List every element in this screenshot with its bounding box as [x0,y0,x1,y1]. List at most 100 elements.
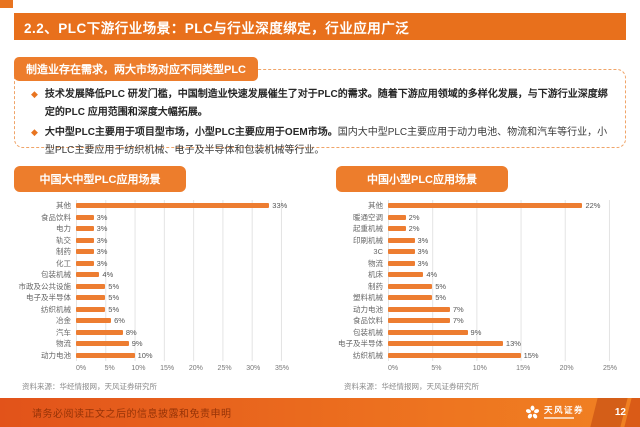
bar [388,237,415,243]
x-tick-label: 25% [602,365,618,372]
bar-track: 3% [76,211,282,223]
category-label: 动力电池 [41,350,71,360]
x-tick-label: 10% [472,365,487,372]
chart-bar-row: 物流 3% [336,257,610,269]
bullet-item: ◆ 技术发展降低PLC 研发门槛，中国制造业快速发展催生了对于PLC的需求。随着… [27,86,611,122]
category-label: 纺织机械 [353,350,383,360]
category-label: 物流 [56,339,71,349]
chart-bar-row: 市政及公共设施 5% [14,280,282,292]
category-label: 印刷机械 [353,235,383,245]
value-label: 4% [102,270,114,280]
brand-logo: 天风证券 [525,405,584,420]
chart-bar-row: 轨交 3% [14,234,282,246]
chart-title-tag: 中国大中型PLC应用场景 [14,166,186,192]
category-label: 食品饮料 [41,212,71,222]
value-label: 7% [452,316,464,326]
bar [388,341,503,347]
chart-bar-row: 动力电池 10% [14,349,282,361]
bar-track: 3% [76,234,282,246]
bar [388,329,468,335]
bar [388,249,415,255]
value-label: 2% [408,212,420,222]
category-label: 制药 [56,247,71,257]
x-tick-label: 25% [217,365,232,372]
section-tag-label: 制造业存在需求，两大市场对应不同类型PLC [26,64,246,76]
bar [388,214,406,220]
chart-bar-row: 食品饮料 3% [14,211,282,223]
category-label: 冶金 [56,316,71,326]
bar [76,237,94,243]
bullet-text: 大中型PLC主要用于项目型市场，小型PLC主要应用于OEM市场。国内大中型PLC… [45,124,611,160]
bar [76,352,135,358]
chart-bar-row: 包装机械 4% [14,269,282,281]
bar-track: 5% [76,303,282,315]
chart-large-medium-plc: 中国大中型PLC应用场景 其他 33% 食品饮料 3% 电力 3% 轨交 3% 制药 3% 化工 3%… [14,166,289,392]
chart-bar-row: 塑料机械 5% [336,292,610,304]
category-label: 起重机械 [353,224,383,234]
bullet-item: ◆ 大中型PLC主要用于项目型市场，小型PLC主要应用于OEM市场。国内大中型P… [27,124,611,160]
bar-track: 4% [76,269,282,281]
bar [388,295,433,301]
category-label: 其他 [56,201,71,211]
value-label: 9% [131,339,143,349]
value-label: 5% [108,293,120,303]
brand-subline [543,416,574,419]
chart-bar-row: 其他 22% [336,200,610,212]
slide-title-bar: 2.2、PLC下游行业场景：PLC与行业深度绑定，行业应用广泛 [14,13,626,40]
brand-text: 天风证券 [543,406,584,419]
bar-track: 3% [388,257,610,269]
value-label: 3% [96,258,108,268]
bar [76,272,100,278]
bar-track: 5% [388,280,610,292]
value-label: 5% [108,304,120,314]
chart-bar-row: 冶金 6% [14,315,282,327]
key-points-panel: ◆ 技术发展降低PLC 研发门槛，中国制造业快速发展催生了对于PLC的需求。随着… [14,69,626,156]
bar-track: 3% [388,246,610,258]
bullet-bold-text: 技术发展降低PLC 研发门槛，中国制造业快速发展催生了对于PLC的需求。随着下游… [44,89,608,118]
category-label: 电力 [56,224,71,234]
value-label: 3% [96,224,108,234]
bar [388,283,433,289]
diamond-bullet-icon: ◆ [31,127,38,137]
bar [76,214,94,220]
bar [388,272,424,278]
chart-bar-row: 食品饮料 7% [336,315,610,327]
chart-bar-row: 包装机械 9% [336,326,610,338]
value-label: 5% [435,293,447,303]
bar-track: 9% [76,338,282,350]
category-label: 轨交 [56,235,71,245]
chart-bar-row: 机床 4% [336,269,610,281]
bar-track: 5% [388,292,610,304]
bullet-text: 技术发展降低PLC 研发门槛，中国制造业快速发展催生了对于PLC的需求。随着下游… [45,86,611,122]
value-label: 2% [408,224,420,234]
category-label: 其他 [368,201,383,211]
bar-track: 6% [76,315,282,327]
bar-track: 3% [76,257,282,269]
bar-track: 3% [76,223,282,235]
bar-track: 15% [388,349,610,361]
bar-track: 3% [388,234,610,246]
chart-bar-row: 汽车 8% [14,326,282,338]
value-label: 5% [435,281,447,291]
chart-title: 中国小型PLC应用场景 [367,174,477,186]
category-label: 塑料机械 [353,293,383,303]
category-label: 电子及半导体 [26,293,71,303]
x-tick-label: 20% [559,365,574,372]
chart-bar-row: 电子及半导体 5% [14,292,282,304]
value-label: 3% [417,258,429,268]
chart-small-plc: 中国小型PLC应用场景 其他 22% 暖通空调 2% 起重机械 2% 印刷机械 3% 3C 3% 物… [336,166,617,392]
bar [388,203,583,209]
x-tick-label: 15% [516,365,531,372]
value-label: 8% [125,327,137,337]
bar-track: 22% [388,200,610,212]
x-tick-label: 10% [131,365,146,372]
category-label: 包装机械 [41,270,71,280]
category-label: 制药 [368,281,383,291]
bar [76,318,112,324]
bar [76,306,106,312]
bar [388,352,521,358]
chart-bar-row: 印刷机械 3% [336,234,610,246]
category-label: 暖通空调 [353,212,383,222]
category-label: 电子及半导体 [338,339,383,349]
category-label: 机床 [368,270,383,280]
